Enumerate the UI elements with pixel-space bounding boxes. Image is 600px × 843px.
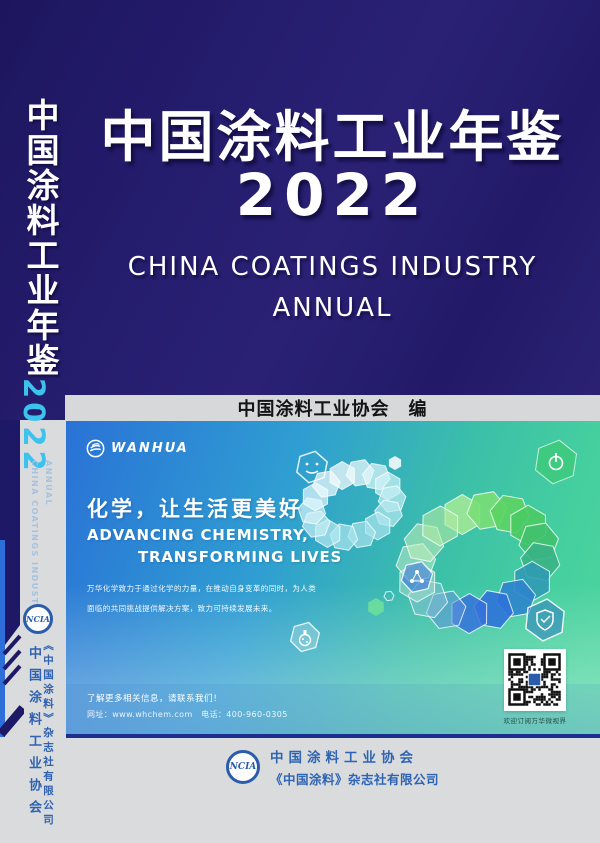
ad-body-line2: 面临的共同挑战提供解决方案，致力可持续发展未来。 <box>87 604 277 613</box>
spine-subtitle: CHINA COATINGS INDUSTRY ANNUAL <box>27 460 55 630</box>
hexagon-infinity-ribbon-graphic <box>289 439 578 653</box>
ad-headline-en-line1: ADVANCING CHEMISTRY, <box>87 526 309 544</box>
ad-contact-line2: 网址：www.whchem.com 电话：400-960-0305 <box>87 710 288 719</box>
ad-body-text: 万华化学致力于通过化学的力量，在推动自身变革的同时，为人类 面临的共同挑战提供解… <box>87 579 317 619</box>
editor-band: 中国涂料工业协会 编 <box>65 395 600 421</box>
ncia-ring-logo: NCIA <box>23 604 53 634</box>
power-hexagon-icon <box>534 439 578 485</box>
qr-caption: 欢迎订阅万华微视界 <box>503 717 567 725</box>
wanhua-ad-card: WANHUA 化学，让生活更美好 ADVANCING CHEMISTRY, TR… <box>66 421 600 738</box>
molecule-hexagon-icon <box>400 560 434 594</box>
wanhua-brand-text: WANHUA <box>111 441 189 456</box>
ncia-ring-logo: NCIA <box>225 750 260 784</box>
publisher-footer: NCIA 中国涂料工业协会 《中国涂料》杂志社有限公司 <box>65 746 600 788</box>
page-title: 中国涂料工业年鉴 <box>100 105 565 169</box>
wanhua-swoosh-icon <box>86 439 105 458</box>
ad-contact-line1: 了解更多相关信息，请联系我们！ <box>87 694 223 704</box>
cover-background <box>0 0 600 420</box>
ncia-logo-text: NCIA <box>229 762 257 772</box>
ncia-logo-text: NCIA <box>26 614 50 624</box>
shield-check-hexagon-icon <box>525 598 565 642</box>
publisher-lines: 中国涂料工业协会 《中国涂料》杂志社有限公司 <box>270 746 439 788</box>
ad-headline-en-line2: TRANSFORMING LIVES <box>138 548 343 566</box>
wanhua-logo: WANHUA <box>86 439 189 458</box>
spine-title: 中国涂料工业年鉴 <box>21 98 60 378</box>
flask-hexagon-icon <box>289 621 321 653</box>
spine-stripe-decoration <box>0 420 24 737</box>
editor-line: 中国涂料工业协会 编 <box>237 399 428 420</box>
ad-headline-cn: 化学，让生活更美好 <box>87 497 303 521</box>
spine-subtitle-line1: CHINA COATINGS INDUSTRY <box>30 460 39 620</box>
cover-subtitle-line1: CHINA COATINGS INDUSTRY <box>127 252 538 282</box>
ad-body-line1: 万华化学致力于通过化学的力量，在推动自身变革的同时，为人类 <box>87 584 317 593</box>
qr-code <box>504 649 566 711</box>
publisher-line1: 中国涂料工业协会 <box>269 750 418 766</box>
spine-year: 2022 <box>17 378 51 475</box>
cover-year: 2022 <box>235 161 430 229</box>
cover-subtitle-line2: ANNUAL <box>272 293 393 323</box>
spine-publisher-name: 《中国涂料》杂志社有限公司 <box>42 640 54 829</box>
spine-association-name: 中国涂料工业协会 <box>26 646 41 822</box>
smiley-face-hexagon-icon <box>295 450 329 484</box>
publisher-line2: 《中国涂料》杂志社有限公司 <box>269 772 439 787</box>
spine-subtitle-line2: ANNUAL <box>44 460 53 507</box>
